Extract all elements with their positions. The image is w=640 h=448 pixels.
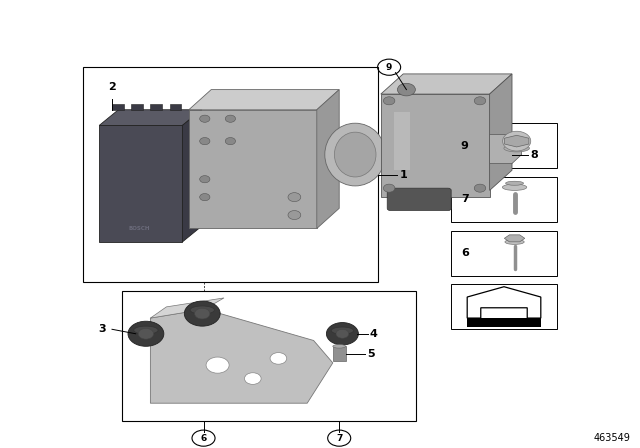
Circle shape (225, 138, 236, 145)
Text: 6: 6 (461, 248, 468, 258)
Circle shape (502, 131, 531, 151)
Polygon shape (381, 94, 490, 197)
Circle shape (200, 115, 210, 122)
Polygon shape (99, 110, 202, 125)
Ellipse shape (332, 327, 354, 334)
Bar (333, 346, 346, 361)
Text: 2: 2 (108, 82, 116, 92)
Circle shape (474, 184, 486, 192)
Circle shape (128, 321, 164, 346)
Text: 9: 9 (386, 63, 392, 72)
Text: 4: 4 (370, 329, 378, 339)
Polygon shape (504, 135, 529, 147)
Circle shape (244, 373, 261, 384)
Bar (150, 104, 162, 110)
Text: 463549: 463549 (593, 433, 630, 443)
Circle shape (200, 176, 210, 183)
Bar (170, 104, 181, 110)
Bar (451, 231, 557, 276)
Ellipse shape (333, 345, 346, 348)
Circle shape (288, 211, 301, 220)
Circle shape (474, 97, 486, 105)
Circle shape (200, 138, 210, 145)
Circle shape (383, 184, 395, 192)
Ellipse shape (335, 132, 376, 177)
Circle shape (225, 115, 236, 122)
Circle shape (195, 308, 210, 319)
Ellipse shape (134, 326, 158, 334)
Ellipse shape (190, 306, 214, 314)
Ellipse shape (504, 145, 529, 152)
Ellipse shape (505, 239, 524, 245)
Bar (112, 104, 124, 110)
Ellipse shape (502, 184, 527, 190)
Text: 5: 5 (367, 349, 374, 359)
Text: 1: 1 (400, 170, 408, 180)
Polygon shape (189, 90, 339, 110)
Bar (83, 67, 378, 282)
Polygon shape (99, 125, 182, 242)
Circle shape (326, 323, 358, 345)
Text: 8: 8 (530, 150, 538, 159)
Circle shape (184, 301, 220, 326)
Circle shape (200, 194, 210, 201)
Circle shape (288, 193, 301, 202)
Bar (451, 284, 557, 329)
Ellipse shape (325, 123, 385, 186)
Polygon shape (150, 309, 333, 403)
Text: 6: 6 (200, 434, 207, 443)
Circle shape (138, 328, 154, 339)
Polygon shape (182, 110, 202, 242)
Circle shape (206, 357, 229, 373)
Bar (467, 318, 541, 327)
Circle shape (270, 353, 287, 364)
Circle shape (397, 83, 415, 96)
Ellipse shape (506, 181, 524, 185)
Polygon shape (317, 90, 339, 228)
Polygon shape (150, 298, 224, 318)
Text: 9: 9 (461, 141, 468, 151)
Polygon shape (381, 74, 512, 94)
Polygon shape (189, 110, 317, 228)
Text: 3: 3 (98, 324, 106, 334)
Polygon shape (490, 74, 512, 190)
FancyBboxPatch shape (387, 188, 451, 211)
Polygon shape (504, 235, 525, 242)
Text: 7: 7 (461, 194, 468, 204)
Text: 7: 7 (336, 434, 342, 443)
Bar (131, 104, 143, 110)
Polygon shape (394, 112, 410, 170)
Circle shape (383, 97, 395, 105)
Text: BOSCH: BOSCH (128, 226, 150, 231)
Polygon shape (490, 134, 522, 164)
Circle shape (336, 329, 349, 338)
Bar (122, 291, 416, 421)
Bar (451, 177, 557, 222)
Bar (451, 123, 557, 168)
